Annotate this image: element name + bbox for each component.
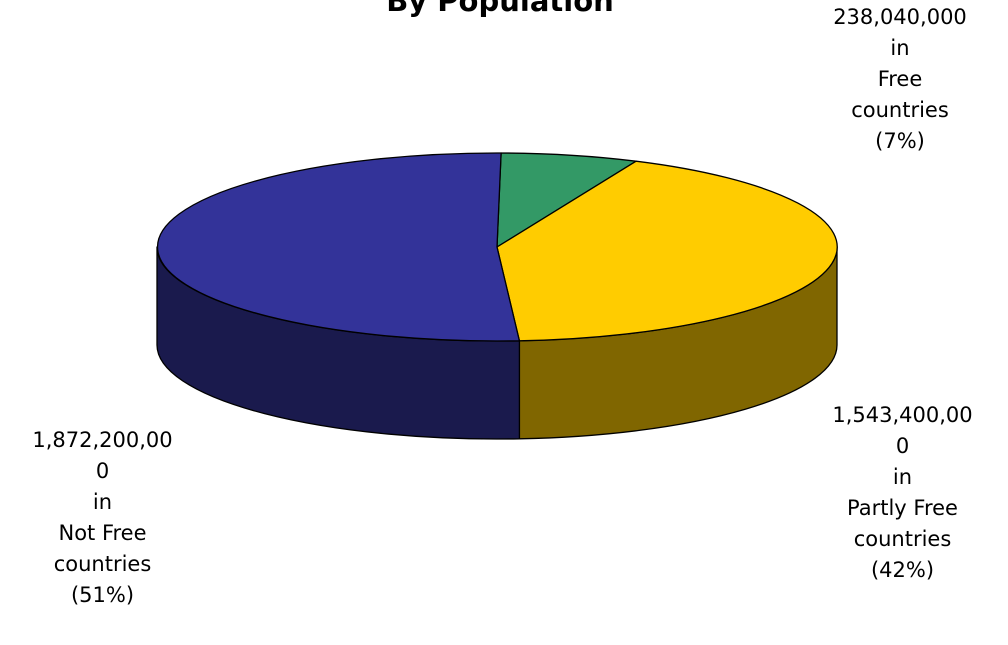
pie-slice-partly-free [496,160,838,342]
slice-label-line: 0 [895,434,910,458]
slice-label-line: 0 [95,459,110,483]
slice-label-line: in [92,490,113,514]
chart-title: By Population [386,0,614,18]
slice-label-line: 1,872,200,00 [32,428,173,452]
slice-label-line: (42%) [870,558,935,582]
slice-label-line: countries [853,527,952,551]
slice-label-line: 1,543,400,00 [832,403,973,427]
slice-label-line: Not Free [58,521,147,545]
slice-label-not-free: 1,872,200,00 0 in Not Free countries (51… [10,425,195,611]
pie-slice-not-free [156,152,521,342]
pie-slice-free [496,152,637,248]
slice-label-partly-free: 1,543,400,00 0 in Partly Free countries … [810,400,995,586]
slice-label-line: (7%) [875,129,925,153]
slice-label-line: (51%) [70,583,135,607]
slice-label-line: in [890,36,910,60]
slice-label-line: in [892,465,913,489]
slice-label-line: Partly Free [847,496,958,520]
slice-label-line: 238,040,000 [833,5,967,29]
slice-label-line: countries [851,98,949,122]
slice-label-line: countries [53,552,152,576]
slice-label-free: 238,040,000 in Free countries (7%) [810,2,990,157]
slice-label-line: Free [877,67,923,91]
